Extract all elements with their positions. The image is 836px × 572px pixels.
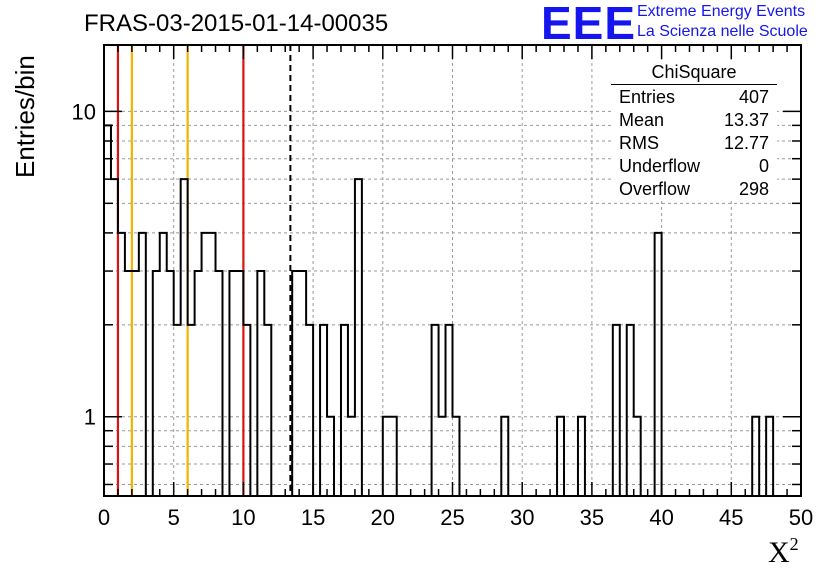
x-tick-label: 50 <box>789 505 813 530</box>
stats-label: Entries <box>619 87 676 107</box>
stats-label: Underflow <box>619 156 701 176</box>
stats-row: Entries 407 <box>611 86 777 109</box>
stats-label: Mean <box>619 110 665 130</box>
x-tick-label: 0 <box>98 505 110 530</box>
stats-row: Overflow 298 <box>611 178 777 201</box>
stats-value: 13.37 <box>723 110 769 130</box>
x-tick-label: 35 <box>580 505 604 530</box>
x-axis-label-text: X <box>768 536 790 569</box>
x-tick-label: 45 <box>719 505 743 530</box>
eee-logo-line2: La Scienza nelle Scuole <box>637 23 808 40</box>
x-tick-label: 40 <box>649 505 673 530</box>
x-tick-label: 5 <box>168 505 180 530</box>
x-tick-label: 30 <box>510 505 534 530</box>
stats-label: RMS <box>619 133 659 153</box>
stats-row: Mean 13.37 <box>611 109 777 132</box>
axis-ticks: 0 5 10 15 20 25 30 35 40 45 50 1 10 <box>72 45 813 530</box>
stats-row: RMS 12.77 <box>611 132 777 155</box>
y-tick-label: 1 <box>84 405 96 430</box>
stats-value: 298 <box>738 179 769 199</box>
x-tick-label: 10 <box>231 505 255 530</box>
x-tick-label: 25 <box>440 505 464 530</box>
x-axis-label-sup: 2 <box>789 534 799 554</box>
chart-title: FRAS-03-2015-01-14-00035 <box>84 10 389 37</box>
y-tick-label: 10 <box>72 99 96 124</box>
x-tick-label: 15 <box>301 505 325 530</box>
eee-logo-line1: Extreme Energy Events <box>637 3 806 20</box>
y-axis-label: Entries/bin <box>10 55 40 178</box>
stats-row: Underflow 0 <box>611 155 777 178</box>
stats-box: ChiSquare Entries 407 Mean 13.37 RMS 12.77 … <box>611 62 777 201</box>
stats-value: 0 <box>758 156 769 176</box>
x-axis-label: X2 <box>768 534 799 570</box>
x-tick-label: 20 <box>371 505 395 530</box>
stats-value: 407 <box>738 87 769 107</box>
stats-title: ChiSquare <box>611 62 777 85</box>
eee-logo-mark: EEE <box>541 0 637 49</box>
stats-value: 12.77 <box>723 133 769 153</box>
stats-label: Overflow <box>619 179 691 199</box>
